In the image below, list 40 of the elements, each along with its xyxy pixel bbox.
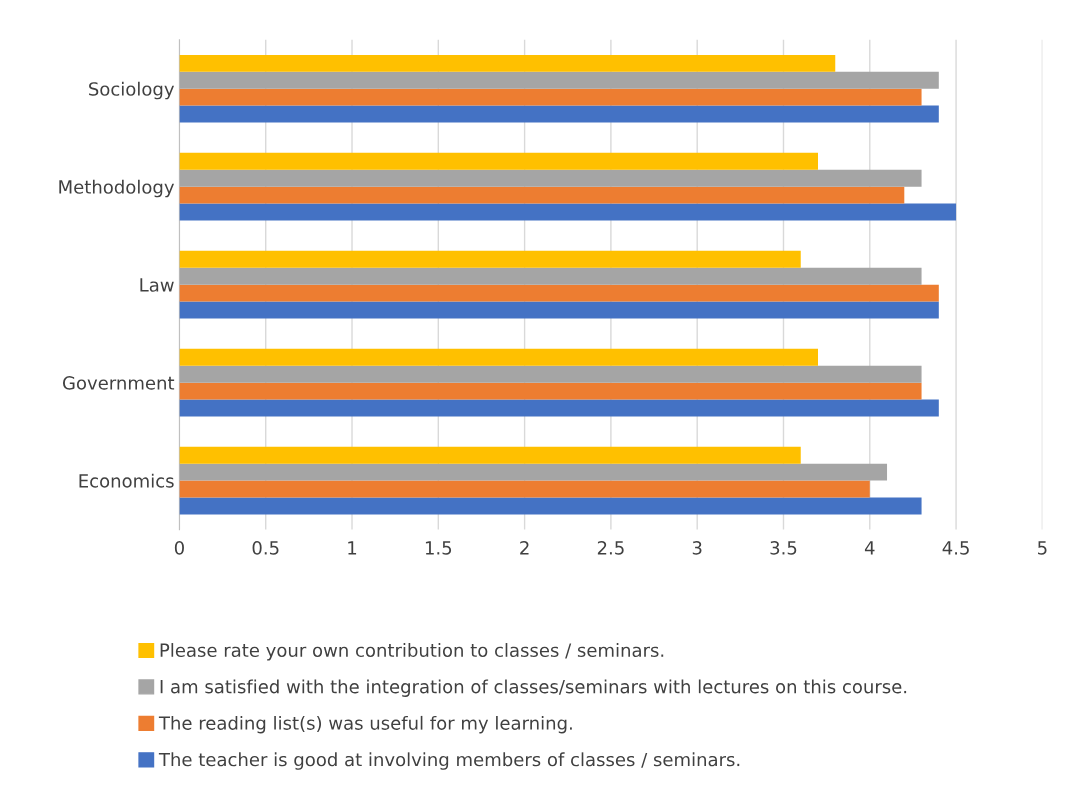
x-tick-label: 2 <box>520 541 529 555</box>
bar <box>179 284 939 302</box>
y-tick-label: Methodology <box>59 179 175 198</box>
bar <box>179 497 922 515</box>
bar <box>179 152 818 170</box>
y-tick-label: Sociology <box>89 81 175 100</box>
x-tick-label: 3 <box>692 541 702 555</box>
bar <box>179 480 870 498</box>
bar <box>179 54 836 72</box>
bar <box>179 71 939 89</box>
x-tick-label: 4 <box>864 541 875 555</box>
bar <box>179 267 922 285</box>
y-tick-label: Government <box>62 376 175 390</box>
bar <box>179 348 818 366</box>
legend-label: I am satisfied with the integration of classes/seminars with lectures on this course. <box>160 679 907 697</box>
bar <box>179 186 905 204</box>
x-tick-label: 0.5 <box>252 541 279 555</box>
x-tick-label: 5 <box>1038 541 1047 555</box>
x-tick-label: 4.5 <box>942 541 969 555</box>
x-tick-label: 1.5 <box>425 541 452 555</box>
y-tick-label: Economics <box>79 473 174 488</box>
legend-label: The teacher is good at involving members of classes / seminars. <box>158 752 740 770</box>
bar <box>179 105 939 123</box>
legend-label: The reading list(s) was useful for my learning. <box>158 715 572 734</box>
bar <box>179 169 922 187</box>
bar <box>179 88 922 106</box>
bar <box>179 382 922 400</box>
bar <box>179 463 888 481</box>
bar <box>179 250 801 268</box>
legend-label: Please rate your own contribution to classes / seminars. <box>160 643 664 661</box>
bar <box>179 365 922 383</box>
bar <box>179 301 939 319</box>
bar <box>179 446 801 464</box>
x-tick-label: 2.5 <box>597 541 624 555</box>
bar <box>179 399 939 417</box>
x-tick-label: 0 <box>174 541 184 555</box>
x-tick-label: 1 <box>348 541 357 555</box>
x-tick-label: 3.5 <box>770 541 797 555</box>
bar <box>179 203 957 221</box>
y-tick-label: Law <box>140 278 174 292</box>
